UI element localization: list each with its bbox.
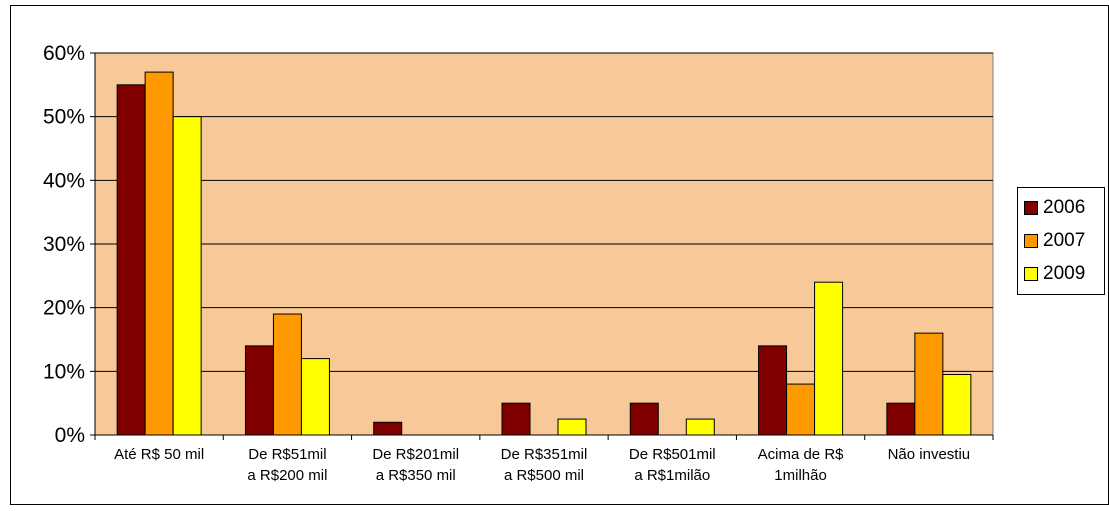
bar-2006 bbox=[373, 421, 403, 436]
bar-2009 bbox=[300, 358, 330, 436]
legend-item-2009: 2009 bbox=[1024, 262, 1085, 286]
x-tick-label: Acima de R$ bbox=[758, 446, 845, 463]
y-tick-label: 50% bbox=[43, 106, 85, 129]
bar-2007 bbox=[786, 383, 816, 436]
x-tick-label: a R$500 mil bbox=[504, 467, 584, 484]
legend-label-2009: 2009 bbox=[1043, 263, 1086, 284]
x-tick-label: De R$51mil bbox=[248, 446, 326, 463]
bar-2009 bbox=[557, 418, 587, 436]
y-tick-label: 40% bbox=[43, 169, 85, 192]
bar-2007 bbox=[272, 313, 302, 436]
bar-2007 bbox=[144, 71, 174, 436]
legend: 2006 2007 2009 bbox=[1017, 187, 1105, 295]
bar-2009 bbox=[685, 418, 715, 436]
legend-item-2007: 2007 bbox=[1024, 229, 1085, 253]
legend-swatch-2007 bbox=[1024, 234, 1038, 248]
y-tick-label: 30% bbox=[43, 233, 85, 256]
x-tick-label: De R$501mil bbox=[629, 446, 716, 463]
legend-swatch-2006 bbox=[1024, 201, 1038, 215]
legend-item-2006: 2006 bbox=[1024, 196, 1085, 220]
x-tick-label: De R$351mil bbox=[501, 446, 588, 463]
bar-2006 bbox=[886, 402, 916, 436]
legend-swatch-2009 bbox=[1024, 267, 1038, 281]
y-tick-label: 0% bbox=[55, 424, 85, 447]
bar-2006 bbox=[501, 402, 531, 436]
x-tick-label: Até R$ 50 mil bbox=[114, 446, 204, 463]
bar-2009 bbox=[942, 374, 972, 436]
bar-2006 bbox=[758, 345, 788, 436]
x-tick-label: a R$1milão bbox=[634, 467, 710, 484]
x-tick-label: a R$350 mil bbox=[376, 467, 456, 484]
bar-2009 bbox=[814, 281, 844, 436]
legend-label-2007: 2007 bbox=[1043, 230, 1086, 251]
bar-2007 bbox=[914, 332, 944, 436]
bar-2009 bbox=[172, 116, 202, 436]
bar-2006 bbox=[116, 84, 146, 436]
y-tick-label: 20% bbox=[43, 297, 85, 320]
bar-2006 bbox=[629, 402, 659, 436]
x-tick-label: De R$201mil bbox=[372, 446, 459, 463]
y-tick-label: 10% bbox=[43, 360, 85, 383]
x-tick-label: Não investiu bbox=[888, 446, 971, 463]
x-tick-label: 1milhão bbox=[774, 467, 827, 484]
bar-2006 bbox=[244, 345, 274, 436]
legend-label-2006: 2006 bbox=[1043, 197, 1086, 218]
x-tick-label: a R$200 mil bbox=[247, 467, 327, 484]
y-tick-label: 60% bbox=[43, 42, 85, 65]
